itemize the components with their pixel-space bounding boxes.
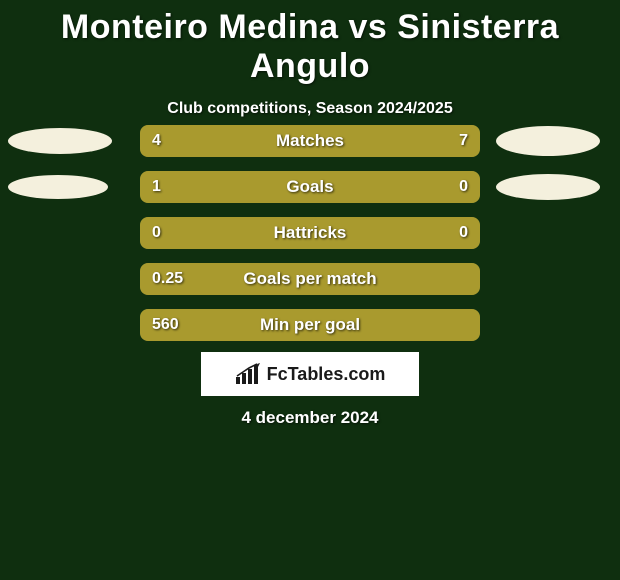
- decorative-ellipse: [8, 175, 108, 199]
- bar-track: 00Hattricks: [140, 217, 480, 249]
- bar-left: [140, 171, 405, 203]
- stat-row: 0.25Goals per match: [0, 256, 620, 302]
- bar-right: [405, 171, 480, 203]
- decorative-ellipse: [496, 174, 600, 200]
- stat-row: 47Matches: [0, 118, 620, 164]
- bar-track: 47Matches: [140, 125, 480, 157]
- fctables-logo: FcTables.com: [201, 352, 419, 396]
- bar-left: [140, 217, 480, 249]
- bar-left: [140, 125, 262, 157]
- stat-row: 00Hattricks: [0, 210, 620, 256]
- date-line: 4 december 2024: [0, 408, 620, 428]
- page-subtitle: Club competitions, Season 2024/2025: [0, 100, 620, 118]
- bar-left: [140, 263, 480, 295]
- decorative-ellipse: [8, 128, 112, 154]
- bar-left: [140, 309, 480, 341]
- bar-track: 0.25Goals per match: [140, 263, 480, 295]
- logo-text: FcTables.com: [267, 364, 386, 385]
- chart-area: 47Matches 10Goals 00Hattricks 0.25Goals per…: [0, 118, 620, 348]
- bar-right: [262, 125, 480, 157]
- bar-track: 10Goals: [140, 171, 480, 203]
- decorative-ellipse: [496, 126, 600, 156]
- comparison-infographic: Monteiro Medina vs Sinisterra Angulo Clu…: [0, 0, 620, 580]
- stat-row: 560Min per goal: [0, 302, 620, 348]
- page-title: Monteiro Medina vs Sinisterra Angulo: [0, 0, 620, 86]
- stat-row: 10Goals: [0, 164, 620, 210]
- bar-chart-icon: [235, 363, 261, 385]
- bar-track: 560Min per goal: [140, 309, 480, 341]
